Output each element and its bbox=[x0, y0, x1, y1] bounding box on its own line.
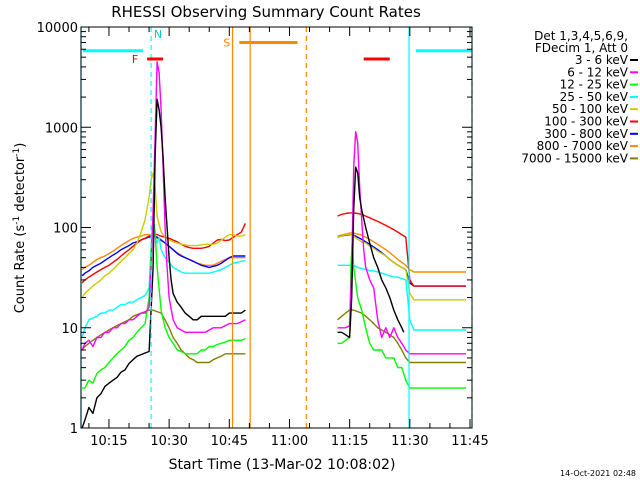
x-tick-label-1: 10:30 bbox=[150, 434, 187, 449]
y-tick-label-2: 100 bbox=[53, 222, 78, 237]
axes: 1 10 100 1000 10000 10:15 10:30 10:45 11:00 11:15… bbox=[37, 21, 489, 449]
legend-entry-4: 50 - 100 keV bbox=[552, 102, 629, 116]
flag-n-label: N bbox=[154, 28, 162, 41]
series-line-25-50keV-seg1 bbox=[337, 264, 466, 331]
annotations: N F S bbox=[80, 27, 473, 428]
x-tick-label-4: 11:15 bbox=[331, 434, 368, 449]
x-tick-label-0: 10:15 bbox=[90, 434, 127, 449]
flag-f-label: F bbox=[132, 53, 138, 66]
y-axis-label: Count Rate (s-1 detector-1) bbox=[12, 143, 28, 314]
series-line-300-800keV-seg0 bbox=[81, 235, 246, 277]
legend-entry-8: 7000 - 15000 keV bbox=[521, 151, 628, 165]
y-tick-label-4: 10000 bbox=[37, 21, 78, 36]
series-line-50-100keV-seg0 bbox=[81, 172, 246, 298]
flag-s-label: S bbox=[223, 37, 230, 50]
x-tick-label-5: 11:30 bbox=[391, 434, 428, 449]
x-axis-label: Start Time (13-Mar-02 10:08:02) bbox=[169, 457, 396, 473]
legend-entry-7: 800 - 7000 keV bbox=[537, 139, 629, 153]
y-tick-label-3: 1000 bbox=[45, 121, 78, 136]
series-line-12-25keV-seg0 bbox=[82, 215, 246, 389]
series-line-7000-15000keV-seg1 bbox=[337, 309, 466, 364]
x-tick-label-2: 10:45 bbox=[211, 434, 248, 449]
series-line-3-6keV-seg1 bbox=[337, 166, 405, 339]
series-line-3-6keV-seg0 bbox=[81, 98, 246, 429]
plot-area bbox=[81, 61, 466, 429]
series-line-100-300keV-seg0 bbox=[81, 223, 247, 284]
series-line-50-100keV-seg1 bbox=[337, 233, 466, 301]
series-line-100-300keV-seg1 bbox=[337, 212, 466, 287]
timestamp: 14-Oct-2021 02:48 bbox=[560, 469, 636, 478]
legend-entry-0: 3 - 6 keV bbox=[575, 53, 629, 67]
legend-entry-2: 12 - 25 keV bbox=[560, 78, 629, 92]
series-line-25-50keV-seg0 bbox=[81, 218, 246, 338]
legend-header-line2: FDecim 1, Att 0 bbox=[535, 41, 628, 55]
legend-entry-6: 300 - 800 keV bbox=[544, 127, 628, 141]
series-line-12-25keV-seg1 bbox=[337, 242, 466, 389]
y-tick-label-0: 1 bbox=[70, 422, 78, 437]
legend-entry-3: 25 - 50 keV bbox=[560, 90, 629, 104]
series-line-6-12keV-seg0 bbox=[81, 61, 246, 351]
series-line-800-7000keV-seg1 bbox=[337, 232, 466, 273]
legend-entry-1: 6 - 12 keV bbox=[567, 65, 629, 79]
x-tick-label-6: 11:45 bbox=[451, 434, 488, 449]
series-line-7000-15000keV-seg0 bbox=[81, 309, 246, 364]
x-tick-label-3: 11:00 bbox=[271, 434, 308, 449]
chart-title: RHESSI Observing Summary Count Rates bbox=[111, 3, 421, 21]
plot-frame bbox=[80, 26, 473, 429]
series-line-6-12keV-seg1 bbox=[337, 131, 466, 355]
y-tick-label-1: 10 bbox=[61, 322, 78, 337]
legend: Det 1,3,4,5,6,9, FDecim 1, Att 0 3 - 6 k… bbox=[521, 29, 638, 165]
legend-entry-5: 100 - 300 keV bbox=[544, 115, 628, 129]
legend-header-line1: Det 1,3,4,5,6,9, bbox=[534, 29, 628, 43]
